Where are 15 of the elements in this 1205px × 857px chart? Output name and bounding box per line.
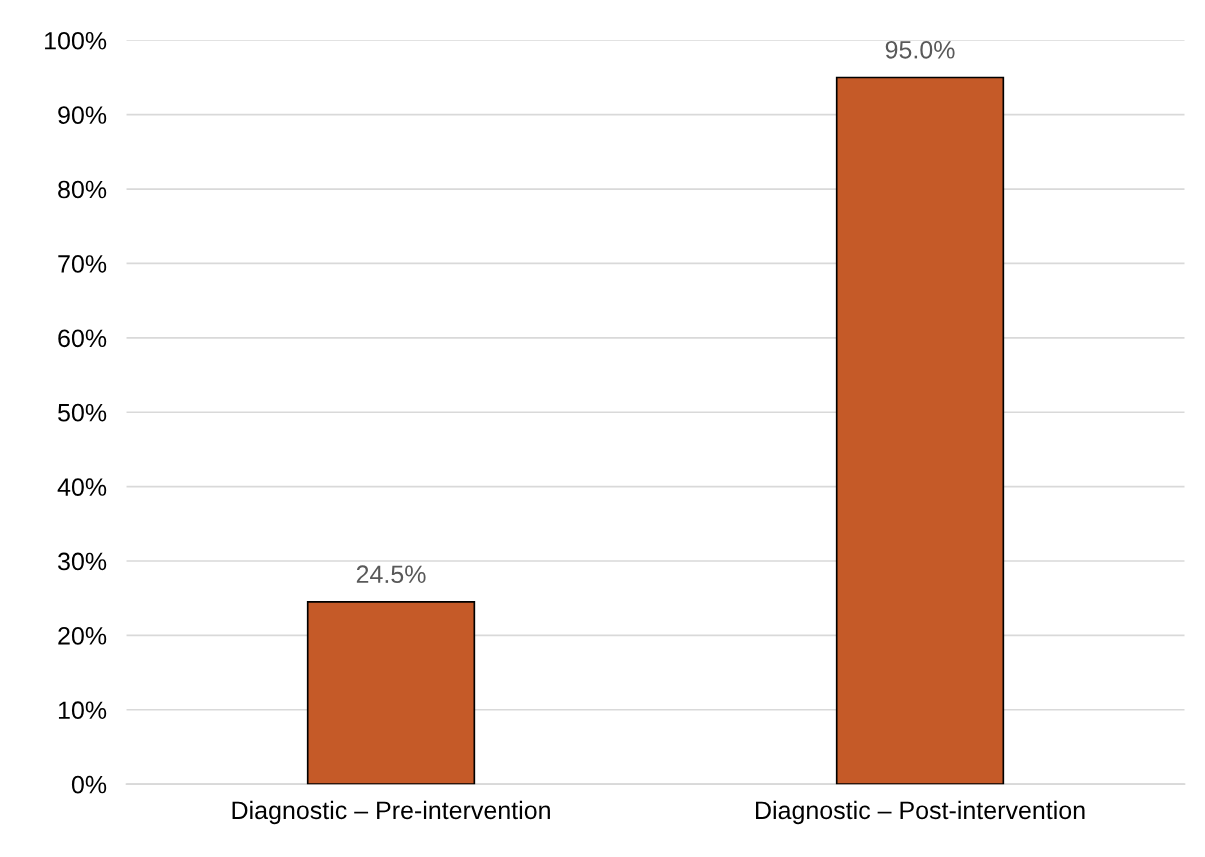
y-tick-label: 40% [57, 478, 107, 496]
x-tick-label: Diagnostic – Post-intervention [756, 800, 1085, 825]
y-tick-label: 70% [58, 255, 107, 273]
y-tick-label: 50% [58, 403, 107, 422]
y-tick-label: 90% [58, 106, 107, 124]
y-tick-label: 80% [58, 180, 107, 199]
y-tick-label: 10% [58, 701, 107, 720]
y-tick-label: 20% [58, 626, 107, 645]
data-label: 24.5% [356, 565, 426, 584]
y-tick-label: 60% [58, 329, 107, 348]
y-tick-label: 30% [58, 552, 107, 571]
data-label: 95.0% [885, 40, 955, 59]
y-tick-label: 0% [71, 775, 107, 794]
y-tick-label: 100% [45, 31, 107, 50]
x-tick-label: Diagnostic – Pre-intervention [232, 800, 550, 825]
